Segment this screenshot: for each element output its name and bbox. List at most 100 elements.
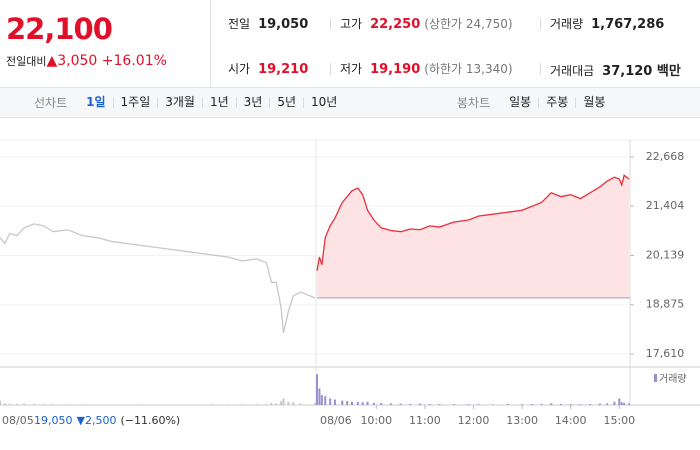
volume-bar: [275, 403, 278, 405]
volume-bar: [521, 404, 524, 405]
volume-bar: [52, 404, 55, 405]
current-price: 22,100: [6, 12, 113, 46]
volume-bar: [154, 404, 157, 405]
prev-summary: 19,050 ▼2,500 (−11.60%): [34, 414, 180, 427]
volume-bar: [168, 404, 171, 405]
volume-bar: [241, 404, 244, 405]
volume-bar: [453, 404, 456, 405]
price-line: [316, 174, 630, 271]
tab[interactable]: 주봉: [538, 96, 575, 108]
stat: 고가 22,250 (상한가 24,750): [340, 15, 513, 32]
volume-bar: [282, 398, 285, 405]
stat-value: 37,120 백만: [602, 64, 681, 79]
volume-bar: [212, 404, 215, 405]
change-amount: ▲3,050: [46, 53, 98, 69]
volume-bar: [506, 404, 509, 405]
stat: 전일 19,050: [228, 15, 308, 32]
volume-bar: [380, 403, 383, 405]
volume-bar: [318, 388, 321, 405]
change-caption: 전일대비: [6, 55, 47, 68]
stat-value: 1,767,286: [591, 17, 665, 32]
stat-label: 시가: [228, 62, 251, 76]
volume-bar: [559, 404, 562, 405]
x-tick-label: 12:00: [458, 414, 490, 427]
x-tick-label: 14:00: [555, 414, 587, 427]
volume-bar: [356, 401, 359, 405]
divider: [330, 63, 331, 75]
divider: [540, 63, 541, 75]
legend-swatch: [654, 374, 657, 382]
volume-bar: [197, 404, 200, 405]
divider: [210, 0, 211, 88]
volume-bar: [333, 399, 336, 405]
stat-label: 거래량: [550, 17, 584, 31]
stat-label: 저가: [340, 62, 363, 76]
tab[interactable]: 3년: [235, 96, 270, 108]
volume-bar: [299, 403, 302, 405]
summary-change-label: ▼2,500: [77, 414, 117, 427]
date-label: 08/06: [320, 414, 352, 427]
stat-label: 거래대금: [550, 64, 595, 78]
tab[interactable]: 일봉: [509, 95, 532, 109]
stat-label: 고가: [340, 17, 363, 31]
volume-bar: [287, 401, 290, 405]
volume-bar: [81, 404, 84, 405]
volume-bar: [491, 404, 494, 405]
tab[interactable]: 3개월: [157, 96, 202, 108]
volume-bar: [341, 400, 344, 405]
period-tabs: 선차트 1일 1주일 3개월 1년 3년 5년 10년 봉차트 일봉 주봉 월봉: [0, 88, 700, 118]
header: 22,100 전일대비▲3,050 +16.01% 전일 19,050 고가 22,2…: [0, 0, 700, 88]
stat-value: 19,190: [370, 62, 421, 77]
volume-bar: [265, 404, 268, 405]
volume-bar: [467, 404, 470, 405]
volume-bar: [329, 398, 332, 405]
volume-bar: [125, 404, 127, 405]
volume-bar: [550, 403, 553, 405]
volume-bar: [270, 402, 273, 405]
stat: 거래대금 37,120 백만: [550, 60, 681, 79]
volume-bar: [3, 403, 6, 405]
y-tick-label: 21,404: [646, 199, 685, 212]
volume-bar: [361, 402, 364, 405]
x-tick-label: 10:00: [360, 414, 392, 427]
volume-bar: [255, 404, 258, 405]
change-rate: +16.01%: [101, 53, 167, 69]
volume-bar: [618, 398, 621, 405]
volume-bar: [589, 404, 592, 405]
stat-value: 22,250: [370, 17, 421, 32]
tab[interactable]: 월봉: [575, 96, 612, 108]
volume-bar: [15, 403, 18, 405]
tab[interactable]: 10년: [303, 96, 344, 108]
volume-bar: [530, 404, 533, 405]
stat-value: 19,210: [258, 62, 309, 77]
volume-bar: [350, 401, 353, 405]
volume-bar: [389, 403, 392, 405]
tab[interactable]: 1일: [86, 95, 106, 109]
x-tick-label: 13:00: [506, 414, 538, 427]
volume-bar: [280, 401, 283, 405]
tab[interactable]: 1년: [201, 96, 236, 108]
volume-bar: [628, 403, 631, 405]
volume-bar: [66, 404, 69, 405]
tab[interactable]: 1주일: [112, 96, 158, 108]
volume-bar: [324, 396, 327, 405]
volume-bar: [183, 404, 186, 405]
volume-bar: [540, 403, 543, 405]
volume-bar: [42, 404, 45, 405]
volume-bar: [477, 404, 480, 405]
area-fill: [317, 175, 630, 298]
volume-bar: [606, 403, 609, 405]
summary-close-label: 19,050: [34, 414, 73, 427]
volume-bar: [620, 402, 623, 405]
tab[interactable]: 5년: [269, 96, 303, 108]
volume-bar: [346, 401, 349, 405]
volume-bar: [292, 402, 295, 405]
volume-bar: [366, 401, 369, 405]
volume-bar: [314, 402, 316, 405]
volume-bar: [320, 395, 323, 405]
volume-bar: [95, 404, 98, 405]
y-tick-label: 22,668: [646, 150, 685, 163]
volume-bar: [399, 403, 402, 405]
